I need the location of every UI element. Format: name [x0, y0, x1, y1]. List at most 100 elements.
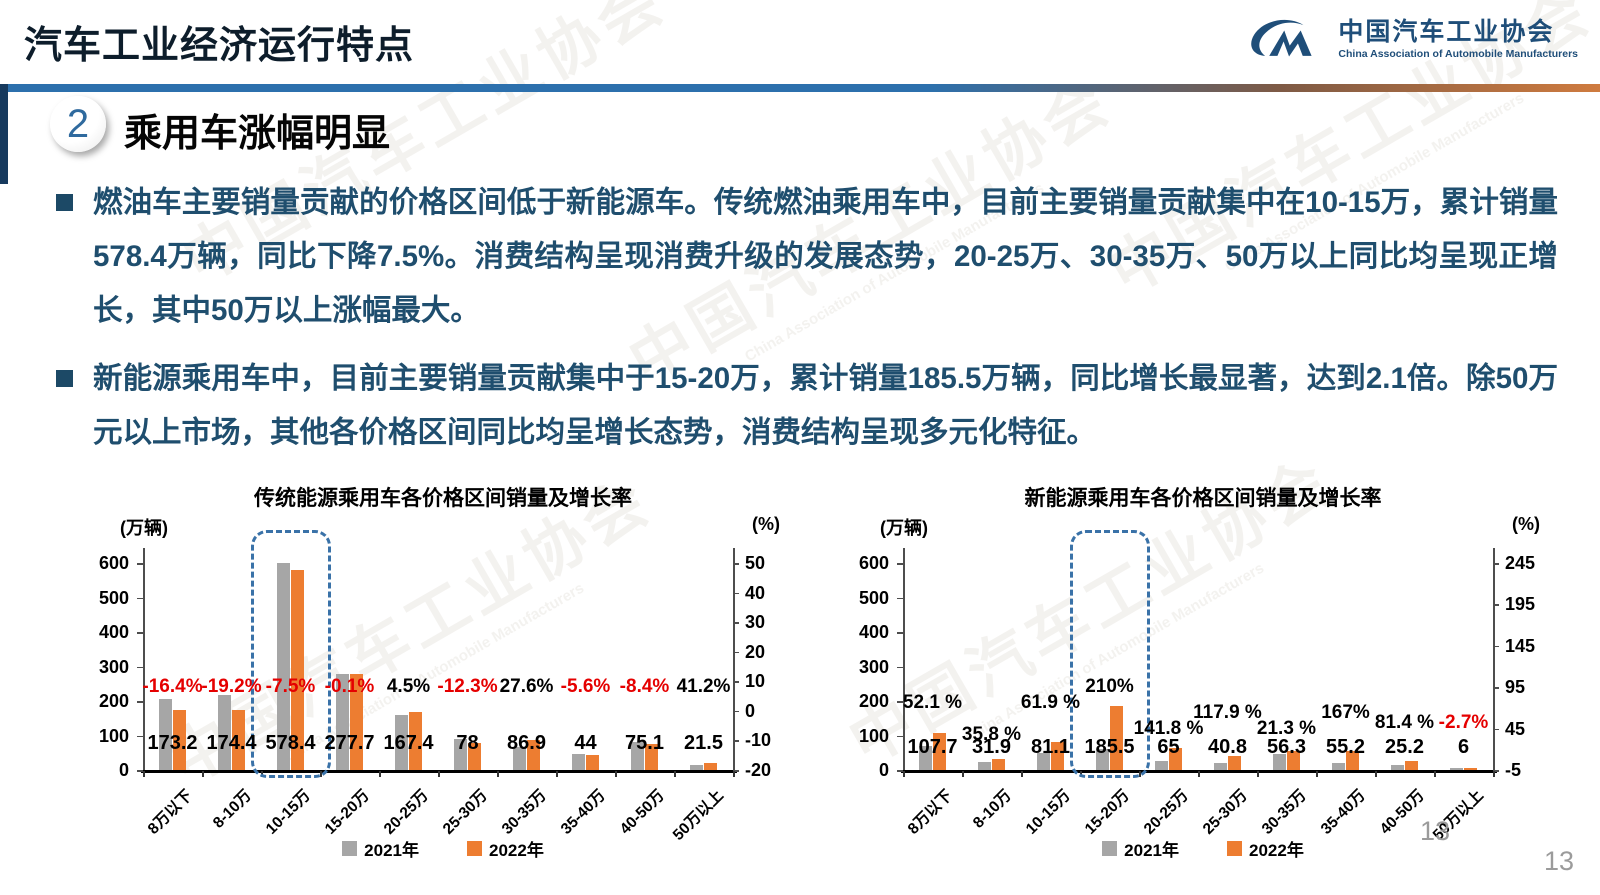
left-axis-tick [897, 632, 903, 634]
chart-legend: 2021年 2022年 [98, 836, 788, 861]
chart-title: 传统能源乘用车各价格区间销量及增长率 [254, 487, 632, 510]
bar-2022 [1051, 742, 1064, 770]
right-axis-tick-label: -20 [745, 760, 772, 780]
growth-rate-label: -16.4% [142, 676, 203, 697]
value-label: 56.3 [1267, 736, 1306, 758]
right-axis-tick-label: 50 [745, 553, 766, 573]
bar-2021 [1450, 767, 1463, 770]
value-label: 107.7 [907, 736, 958, 758]
bar-2021 [690, 764, 703, 770]
right-axis-tick [733, 740, 739, 742]
growth-rate-label: 52.1 % [902, 692, 963, 713]
org-name-cn: 中国汽车工业协会 [1338, 18, 1555, 46]
x-axis-tick [733, 771, 735, 777]
right-axis-tick [1493, 604, 1499, 606]
bar-2022 [232, 709, 245, 770]
legend-swatch [467, 841, 482, 856]
page-title: 汽车工业经济运行特点 [24, 25, 415, 67]
bar-2022 [1464, 767, 1477, 770]
growth-rate-label: -8.4% [619, 676, 670, 697]
x-axis-tick [1316, 771, 1318, 777]
growth-rate-label: -19.2% [201, 676, 262, 697]
right-axis-tick-label: -10 [745, 730, 772, 751]
left-axis-tick [897, 701, 903, 703]
x-axis-tick [674, 771, 676, 777]
x-axis-tick [903, 771, 905, 777]
bar-2022 [645, 744, 658, 770]
growth-rate-label: -2.7% [1438, 712, 1489, 733]
legend-swatch [1227, 841, 1242, 856]
right-axis-tick-label: -5 [1505, 760, 1522, 780]
bar-2022 [468, 743, 481, 770]
legend-swatch [342, 841, 358, 856]
legend-label: 2021年 [1124, 841, 1179, 860]
bar-2022 [350, 674, 363, 770]
bar-2022 [1228, 755, 1241, 770]
bar-2022 [586, 754, 599, 770]
right-axis-tick [1493, 728, 1499, 731]
x-axis-tick [497, 771, 499, 777]
bar-2021 [336, 674, 349, 770]
growth-rate-label: 81.4 % [1374, 712, 1435, 733]
bar-2021 [919, 745, 932, 770]
right-axis-tick [733, 651, 739, 654]
bullet-square-icon [56, 194, 73, 211]
bullet-item: 新能源乘用车中，目前主要销量贡献集中于15-20万，累计销量185.5万辆，同比… [56, 352, 1566, 460]
left-axis-tick [137, 597, 143, 599]
right-axis-tick-label: 195 [1505, 594, 1536, 615]
growth-rate-label: 27.6% [499, 676, 554, 697]
highlight-box [1069, 530, 1150, 778]
value-label: 277.7 [324, 732, 375, 754]
growth-rate-label: 21.3 % [1256, 718, 1317, 739]
right-axis-tick-label: 20 [745, 641, 766, 662]
left-axis-tick-label: 200 [858, 691, 889, 711]
bar-2022 [933, 732, 946, 770]
x-axis-tick [1021, 771, 1023, 777]
x-axis-tick [1493, 771, 1495, 777]
bar-2022 [1169, 747, 1182, 770]
value-label: 173.2 [147, 732, 198, 754]
right-axis-tick [733, 563, 739, 565]
right-axis-tick-label: 45 [1505, 718, 1526, 739]
right-axis-tick-label: 245 [1505, 553, 1536, 573]
right-axis-unit: (%) [752, 514, 780, 534]
x-axis-tick [1375, 771, 1377, 777]
chart-new-energy: 新能源乘用车各价格区间销量及增长率 (万辆) (%) 600 500 400 300 2… [858, 478, 1548, 888]
left-axis-tick-label: 300 [98, 656, 129, 677]
left-axis-tick-label: 400 [858, 622, 889, 642]
bullet-text: 燃油车主要销量贡献的价格区间低于新能源车。传统燃油乘用车中，目前主要销量贡献集中… [93, 186, 1558, 327]
legend-item: 2022年 [467, 836, 544, 861]
right-axis-line [1493, 548, 1495, 770]
legend-item: 2021年 [1102, 836, 1179, 861]
bar-2021 [1096, 749, 1109, 770]
right-axis-tick [1493, 687, 1499, 689]
growth-rate-label: 167% [1321, 702, 1370, 723]
x-axis-tick [143, 771, 145, 777]
section-heading: 乘用车涨幅明显 [124, 113, 391, 155]
bar-2022 [992, 758, 1005, 770]
value-label: 75.1 [625, 732, 664, 754]
left-axis-tick-label: 400 [98, 622, 129, 642]
right-axis-tick [733, 622, 739, 624]
x-axis-tick [1257, 771, 1259, 777]
legend-label: 2022年 [489, 841, 544, 860]
right-axis-tick [733, 592, 739, 595]
legend-item: 2022年 [1227, 836, 1304, 861]
x-axis-tick [1434, 771, 1436, 777]
right-axis-tick [733, 681, 739, 683]
bar-2021 [277, 563, 290, 770]
left-axis-tick-label: 600 [858, 553, 889, 573]
left-axis-tick-label: 0 [118, 760, 129, 780]
bar-2021 [631, 741, 644, 770]
bar-2021 [1273, 754, 1286, 770]
bar-2022 [1405, 761, 1418, 770]
x-axis-tick [1198, 771, 1200, 777]
left-axis-tick-label: 300 [858, 656, 889, 677]
growth-rate-label: 4.5% [386, 676, 431, 697]
bar-2021 [1391, 765, 1404, 770]
bullet-square-icon [56, 370, 73, 387]
left-axis-line [143, 548, 145, 770]
value-label: 25.2 [1385, 736, 1424, 758]
x-axis-tick [615, 771, 617, 777]
caam-logo-icon [1251, 19, 1313, 57]
